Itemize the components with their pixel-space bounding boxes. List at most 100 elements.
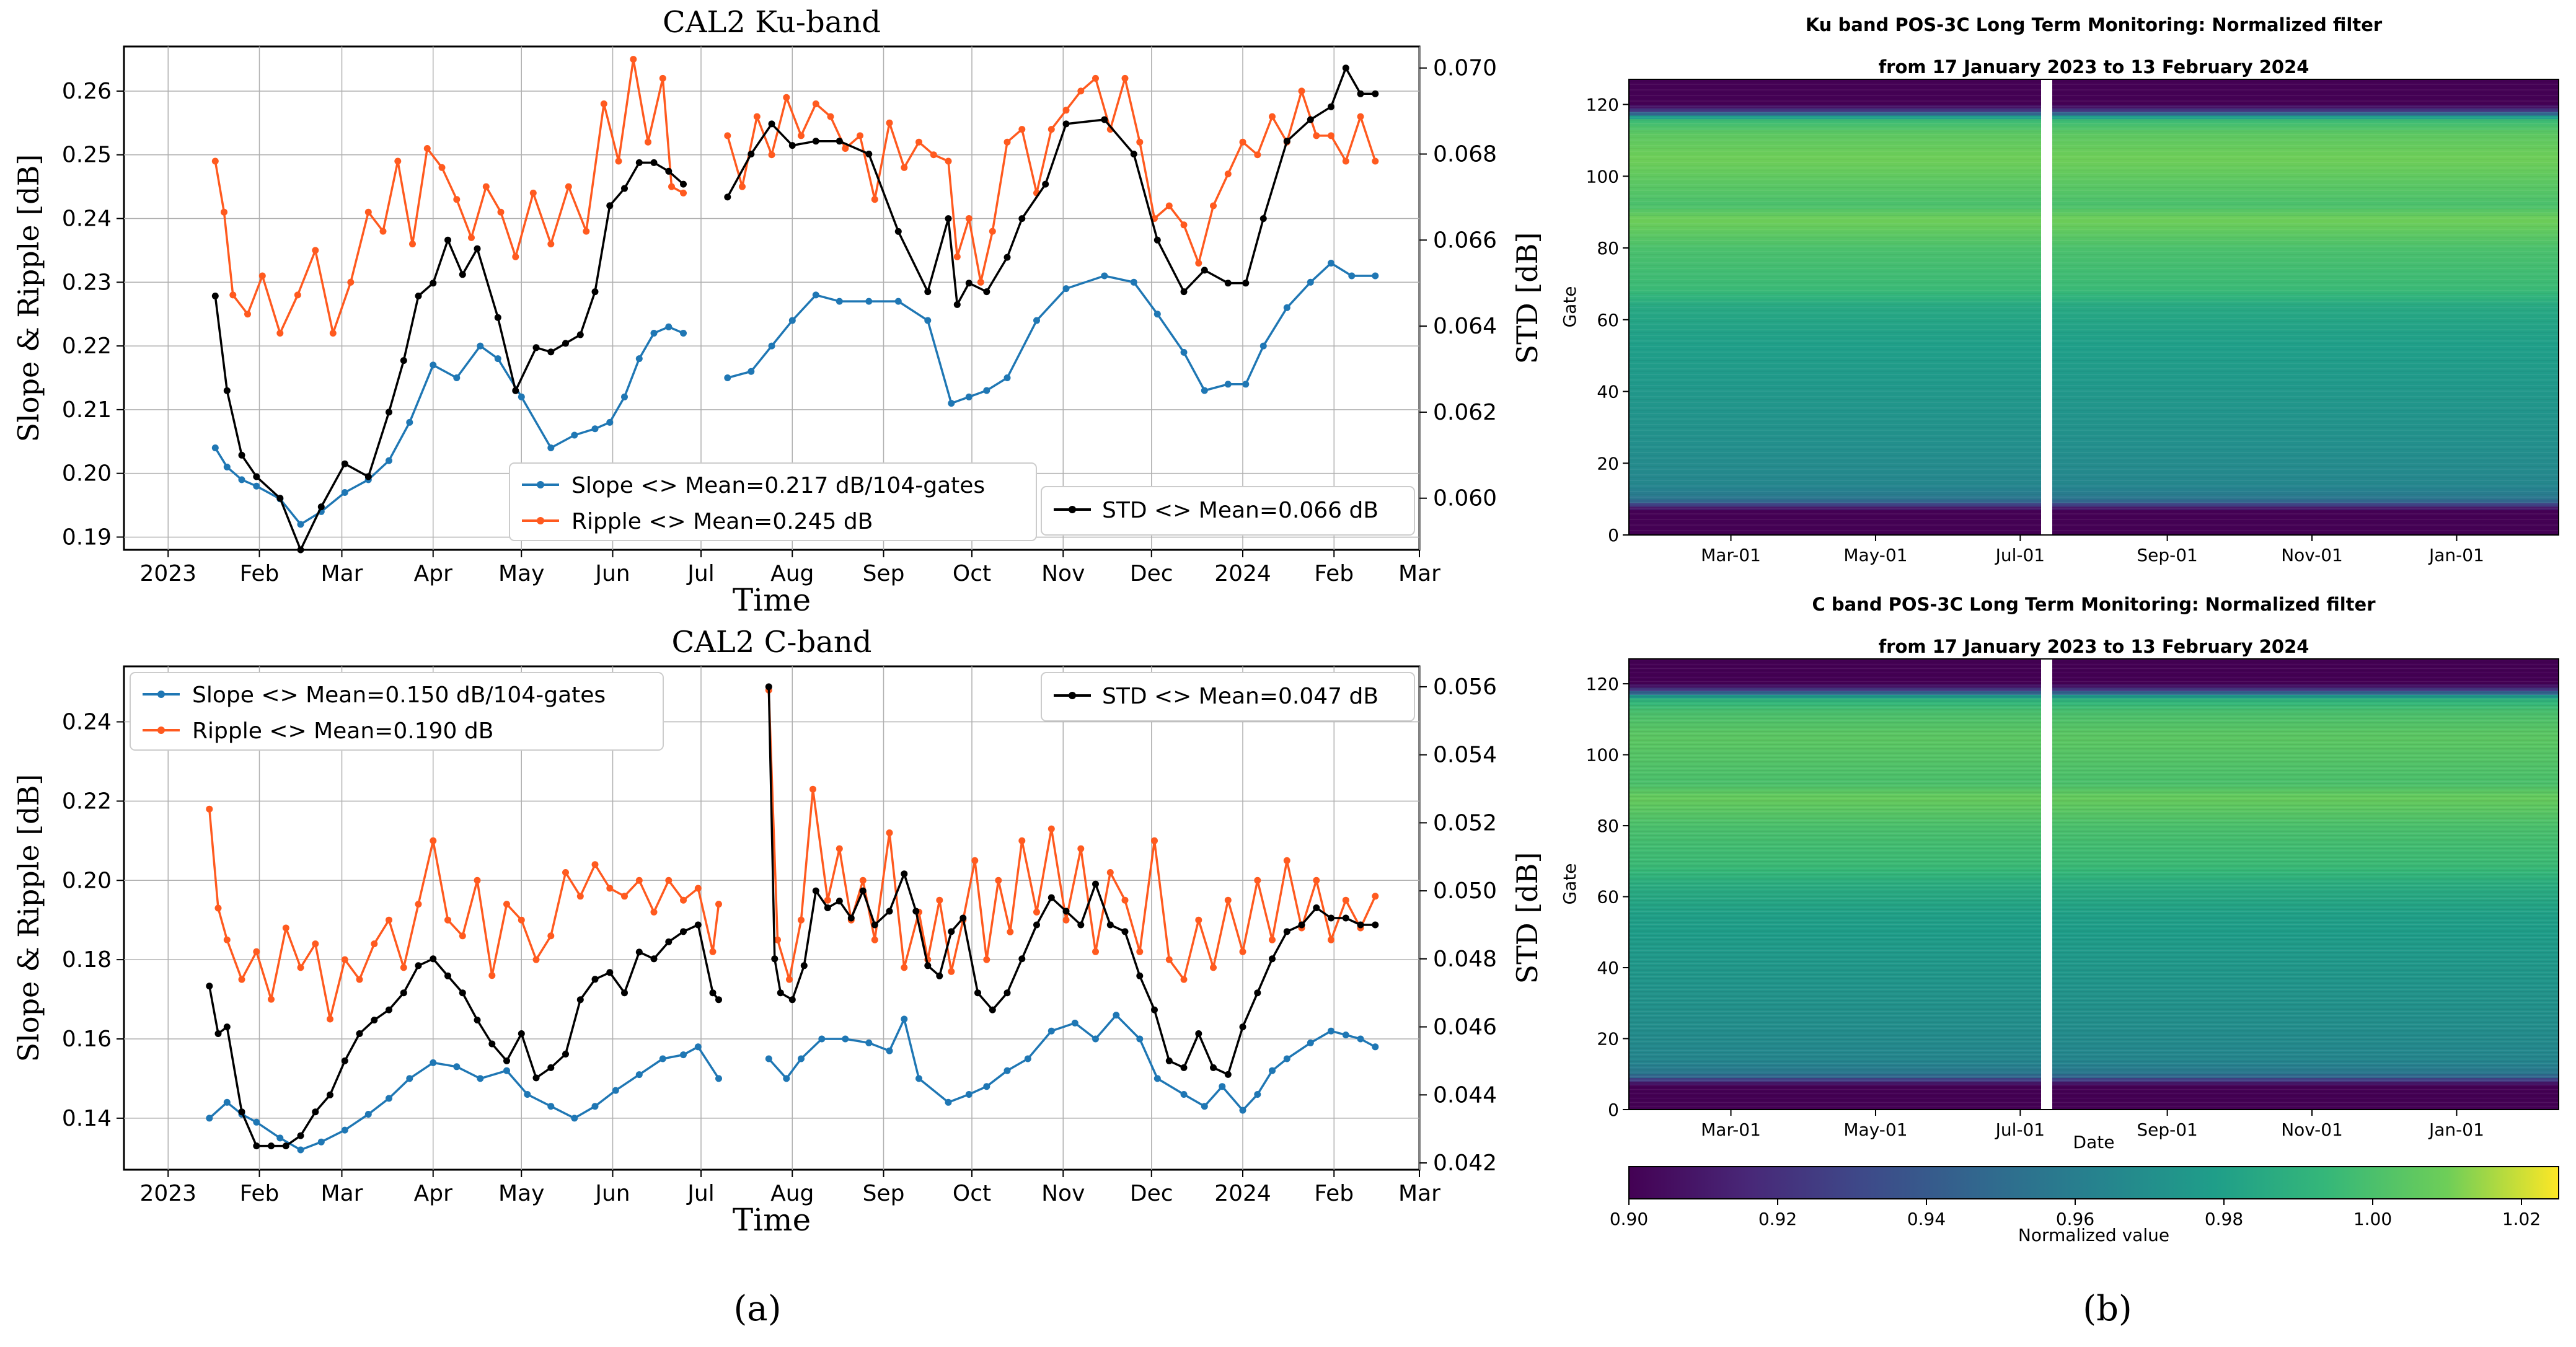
- ku-ripple-point: [1018, 126, 1026, 133]
- ku-ripple-point: [221, 208, 227, 216]
- c-std-point: [1077, 921, 1085, 929]
- c-ripple-point: [1180, 976, 1188, 983]
- ku-ripple-line-2: [726, 77, 1377, 284]
- ku-heatmap-texture: [1629, 79, 2559, 535]
- c-ripple-point: [356, 976, 363, 983]
- ku-ripple-line-1: [214, 58, 684, 335]
- c-std-point: [297, 1132, 304, 1139]
- c-ripple-point: [948, 968, 955, 975]
- ku-slope-point: [1003, 374, 1011, 381]
- c-ripple-point: [430, 837, 437, 844]
- ku-std-point: [547, 348, 555, 356]
- c-std-point: [680, 928, 687, 935]
- ku-slope-point: [836, 298, 843, 305]
- ku-y-tick-label: 0.22: [62, 333, 112, 359]
- c-ripple-point: [1313, 877, 1320, 884]
- c-series: [206, 683, 1379, 1154]
- c-slope-point: [276, 1134, 284, 1142]
- c-ripple-point: [1007, 928, 1014, 935]
- ku-std-point: [297, 546, 304, 554]
- ku-slope-point: [1307, 278, 1314, 286]
- ku-y-tick-label: 0.21: [62, 397, 112, 423]
- c-std-point: [765, 683, 772, 691]
- c-ripple-point: [774, 936, 781, 943]
- ku-ripple-point: [1239, 138, 1246, 146]
- c-slope-point: [798, 1055, 805, 1062]
- c-slope-point: [915, 1075, 922, 1082]
- ku-std-point: [768, 120, 775, 128]
- c-ripple-point: [1033, 908, 1040, 916]
- c-heatmap-ticks: 0 20 40 60 80 100 120 Mar-01 May-01 Jul-01 Sep-01 N…: [1586, 674, 2484, 1140]
- c-ripple-point: [1372, 893, 1379, 900]
- c-std-point: [1372, 921, 1379, 929]
- ku-ripple-point: [1136, 138, 1144, 146]
- ku-heatmap-y-tick-label: 20: [1597, 453, 1619, 474]
- ku-std-point: [1101, 116, 1108, 123]
- ku-legend-ripple: Ripple <> Mean=0.245 dB: [571, 509, 873, 534]
- ku-ripple-point: [668, 183, 675, 190]
- ku-ripple-point: [842, 145, 849, 152]
- c-heatmap-y-tick-label: 20: [1597, 1029, 1619, 1049]
- ku-x-tick-label: Sep: [863, 561, 905, 586]
- ku-ripple-point: [886, 119, 893, 126]
- c-ripple-point: [488, 972, 496, 979]
- c-slope-point: [945, 1098, 952, 1106]
- ku-std-point: [1328, 103, 1334, 110]
- ku-slope-point: [1180, 348, 1188, 356]
- ku-std-point: [1224, 280, 1232, 287]
- ku-slope-point: [865, 298, 873, 305]
- ku-ripple-point: [1328, 132, 1334, 139]
- c-x-tick-label: 2024: [1214, 1181, 1271, 1206]
- c-x-tick-label: Apr: [414, 1181, 452, 1206]
- c-ripple-point: [400, 964, 407, 971]
- ku-slope-point: [606, 418, 614, 426]
- ku-slope-point: [430, 361, 437, 369]
- ku-ripple-point: [1313, 132, 1320, 139]
- ku-ripple-point: [630, 56, 637, 63]
- c-slope-point: [341, 1126, 348, 1134]
- ku-slope-point: [665, 323, 673, 330]
- c-slope-point: [386, 1095, 392, 1102]
- c-ripple-point: [715, 901, 722, 908]
- ku-y-axis-label-right: STD [dB]: [1511, 232, 1544, 364]
- ku-slope-point: [571, 431, 578, 439]
- c-std-point: [238, 1108, 245, 1116]
- c-std-point: [547, 1064, 555, 1071]
- c-slope-point: [901, 1015, 908, 1023]
- c-std-point: [386, 1006, 392, 1014]
- ku-std-point: [1307, 116, 1314, 123]
- c-x-tick-label: Mar: [1398, 1181, 1440, 1206]
- ku-y-right-tick-label: 0.062: [1433, 400, 1497, 425]
- c-std-line-2: [767, 686, 1375, 1076]
- ku-slope-point: [1242, 381, 1250, 388]
- ku-heatmap: Ku band POS-3C Long Term Monitoring: Nor…: [1559, 14, 2559, 565]
- ku-std-point: [1242, 280, 1250, 287]
- colorbar-tick-label: 0.90: [1610, 1209, 1648, 1229]
- c-ripple-point: [268, 996, 275, 1003]
- c-std-point: [777, 989, 784, 997]
- c-std-point: [1062, 908, 1070, 915]
- c-heatmap-y-axis-label: Gate: [1559, 863, 1580, 904]
- c-std-point: [1342, 914, 1349, 922]
- ku-slope-point: [477, 342, 484, 350]
- c-std-point: [694, 921, 702, 929]
- ku-std-point: [415, 293, 422, 299]
- c-std-point: [948, 928, 955, 935]
- c-y-right-tick-label: 0.052: [1433, 810, 1497, 836]
- c-std-point: [1033, 921, 1040, 929]
- c-std-point: [1313, 904, 1320, 911]
- c-x-tick-label: Oct: [953, 1181, 991, 1206]
- c-ripple-point: [444, 916, 451, 924]
- c-slope-point: [297, 1146, 304, 1154]
- ku-slope-point: [768, 342, 775, 350]
- c-slope-point: [1201, 1103, 1208, 1110]
- ku-slope-point: [1224, 381, 1232, 388]
- ku-ripple-point: [312, 247, 319, 254]
- ku-slope-point: [1328, 260, 1334, 267]
- c-ripple-point: [1151, 837, 1158, 844]
- c-std-point: [518, 1030, 525, 1037]
- ku-slope-line-2: [727, 262, 1375, 405]
- ku-std-point: [223, 387, 231, 394]
- c-slope-point: [206, 1115, 213, 1122]
- c-ripple-line-1: [208, 809, 720, 1020]
